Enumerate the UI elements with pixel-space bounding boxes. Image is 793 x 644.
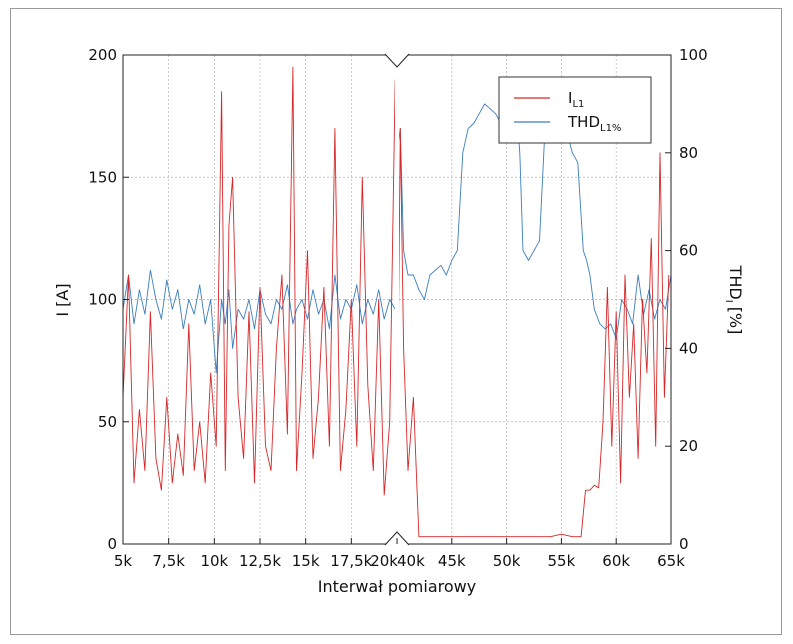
x-tick-label: 7,5k bbox=[152, 552, 185, 570]
y-right-label-unit: [%] bbox=[726, 307, 745, 335]
legend-label-current: IL1 bbox=[568, 89, 584, 110]
legend-thd-main: THD bbox=[567, 113, 600, 131]
y-left-tick-label: 200 bbox=[88, 46, 117, 64]
x-tick-label: 45k bbox=[438, 552, 466, 570]
legend-label-thd: THDL1% bbox=[567, 113, 621, 134]
y-right-tick-label: 60 bbox=[679, 242, 698, 260]
series-line-current-seg1 bbox=[396, 127, 670, 538]
legend-current-main: I bbox=[568, 89, 572, 107]
break-gap bbox=[395, 54, 399, 545]
y-right-tick-label: 20 bbox=[679, 437, 698, 455]
series-layer bbox=[122, 66, 672, 538]
y-right-tick-label: 80 bbox=[679, 144, 698, 162]
x-tick-label: 5k bbox=[114, 552, 133, 570]
y-left-tick-label: 100 bbox=[88, 291, 117, 309]
y-right-tick-label: 40 bbox=[679, 339, 698, 357]
break-mark-top bbox=[384, 53, 410, 68]
y-right-tick-label: 100 bbox=[679, 46, 708, 64]
y-right-label-main: THD bbox=[726, 265, 745, 300]
x-tick-label: 40k bbox=[397, 552, 425, 570]
x-tick-label: 12,5k bbox=[239, 552, 281, 570]
legend-current-sub: L1 bbox=[572, 99, 584, 110]
x-tick-label: 50k bbox=[493, 552, 521, 570]
x-axis-label: Interwał pomiarowy bbox=[318, 577, 476, 596]
x-tick-label: 17,5k bbox=[330, 552, 372, 570]
y-right-label-sub: I bbox=[723, 300, 734, 303]
x-tick-label: 10k bbox=[200, 552, 228, 570]
x-tick-label: 20k bbox=[370, 552, 398, 570]
legend: IL1 THDL1% bbox=[498, 76, 652, 144]
x-tick-label: 65k bbox=[657, 552, 685, 570]
legend-box bbox=[498, 76, 652, 144]
y-left-tick-label: 0 bbox=[107, 535, 117, 553]
legend-thd-sub: L1% bbox=[600, 123, 621, 134]
x-tick-label: 55k bbox=[548, 552, 576, 570]
y-right-tick-label: 0 bbox=[679, 535, 689, 553]
series-line-thd-seg0 bbox=[122, 269, 396, 374]
figure-frame bbox=[10, 8, 782, 635]
y-left-tick-label: 50 bbox=[98, 413, 117, 431]
x-tick-label: 60k bbox=[602, 552, 630, 570]
series-line-thd-seg1 bbox=[396, 103, 672, 340]
y-left-tick-label: 150 bbox=[88, 168, 117, 186]
x-tick-label: 15k bbox=[292, 552, 320, 570]
y-axis-left-label: I [A] bbox=[53, 283, 72, 316]
y-axis-right-label: THDI [%] bbox=[723, 265, 745, 335]
series-line-current-seg0 bbox=[122, 66, 396, 496]
